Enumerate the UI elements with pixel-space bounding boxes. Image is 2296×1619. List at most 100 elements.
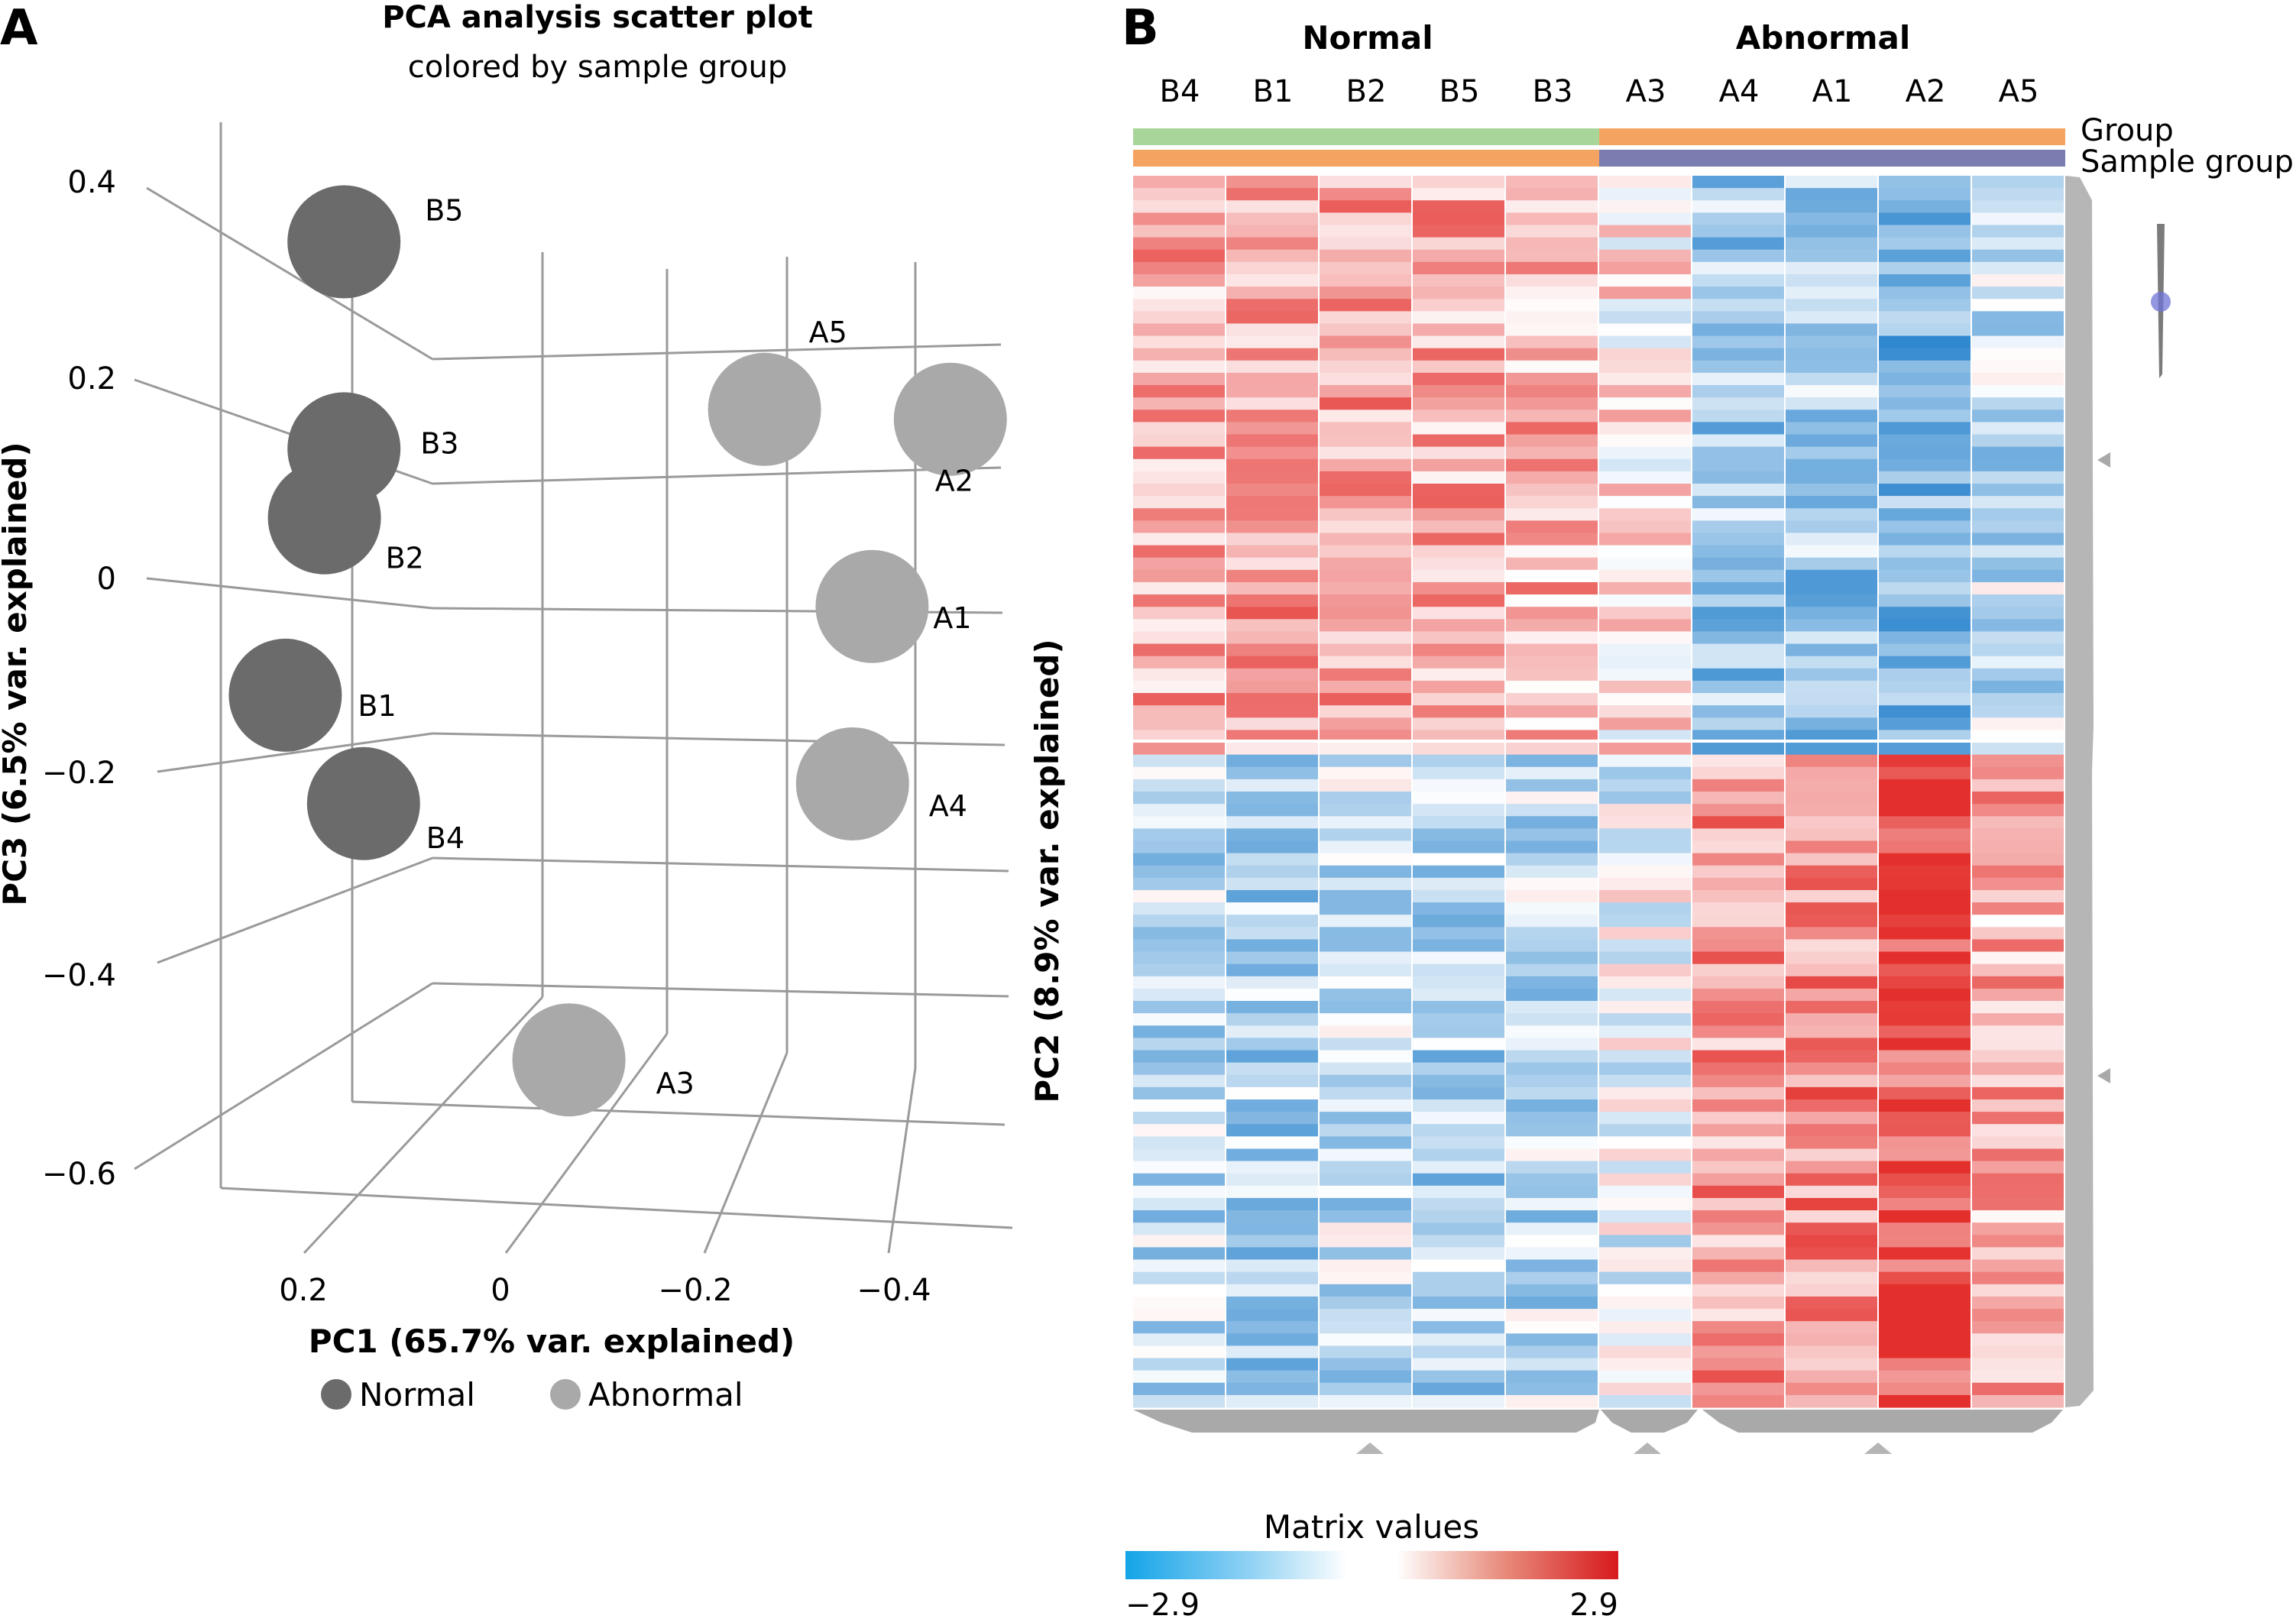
heatmap-cell xyxy=(1599,274,1691,287)
dendrogram-arrow xyxy=(2097,452,2110,468)
sample-group-bar-normal xyxy=(1133,150,1599,167)
heatmap-cell xyxy=(1692,730,1784,743)
heatmap-cell xyxy=(1599,422,1691,436)
heatmap-cell xyxy=(1692,410,1784,423)
heatmap-cell xyxy=(1133,446,1225,460)
heatmap-cell xyxy=(1879,249,1971,263)
heatmap-cell xyxy=(1413,927,1504,940)
heatmap-cell xyxy=(1972,1001,2064,1014)
heatmap-cell xyxy=(1786,348,1877,361)
heatmap-cell xyxy=(1506,1210,1598,1223)
heatmap-cell xyxy=(1133,705,1225,718)
heatmap-cell xyxy=(1413,828,1504,841)
heatmap-cell xyxy=(1133,1013,1225,1026)
heatmap-cell xyxy=(1320,976,1411,989)
heatmap-cell xyxy=(1226,1309,1318,1322)
heatmap-cell xyxy=(1320,249,1411,263)
heatmap-cell xyxy=(1692,865,1784,879)
heatmap-cell xyxy=(1226,1050,1318,1064)
heatmap-cell xyxy=(1506,1358,1598,1371)
heatmap-cell xyxy=(1599,1124,1691,1137)
heatmap-cell xyxy=(1692,902,1784,915)
heatmap-cell xyxy=(1133,348,1225,361)
heatmap-cell xyxy=(1506,348,1598,361)
column-label-B3: B3 xyxy=(1533,74,1573,109)
heatmap-cell xyxy=(1226,927,1318,940)
heatmap-cell xyxy=(1879,188,1971,201)
heatmap-cell xyxy=(1506,496,1598,509)
heatmap-cell xyxy=(1972,656,2064,669)
heatmap-cell xyxy=(1972,619,2064,632)
heatmap-cell xyxy=(1413,1358,1504,1371)
heatmap-cell xyxy=(1786,1247,1877,1261)
heatmap-cell xyxy=(1320,951,1411,965)
heatmap-cell xyxy=(1972,1136,2064,1149)
heatmap-cell xyxy=(1320,680,1411,694)
heatmap-cell xyxy=(1133,1025,1225,1038)
heatmap-cell xyxy=(1786,323,1877,337)
heatmap-cell xyxy=(1506,1235,1598,1248)
heatmap-cell xyxy=(1786,1112,1877,1125)
heatmap-cell xyxy=(1413,569,1504,583)
data-point-A3 xyxy=(512,1003,626,1117)
heatmap-cell xyxy=(1413,545,1504,559)
heatmap-cell xyxy=(1599,1013,1691,1026)
heatmap-cell xyxy=(1786,828,1877,841)
heatmap-cell xyxy=(1506,742,1598,756)
heatmap-cell xyxy=(1413,1394,1504,1408)
heatmap-cell xyxy=(1133,200,1225,213)
heatmap-cell xyxy=(1226,1394,1318,1408)
heatmap-cell xyxy=(1879,1074,1971,1088)
heatmap-cell xyxy=(1599,656,1691,669)
grid-line xyxy=(220,1187,1013,1229)
heatmap-cell xyxy=(1226,705,1318,718)
heatmap-cell xyxy=(1599,581,1691,595)
heatmap-cell xyxy=(1413,1025,1504,1038)
heatmap-cell xyxy=(1599,902,1691,915)
heatmap-cell xyxy=(1413,705,1504,718)
heatmap-cell xyxy=(1226,1074,1318,1088)
grid-line xyxy=(146,186,433,361)
heatmap-cell xyxy=(1972,212,2064,225)
heatmap-cell xyxy=(1599,742,1691,756)
heatmap-cell xyxy=(1972,766,2064,780)
heatmap-cell xyxy=(1599,557,1691,571)
heatmap-cell xyxy=(1599,311,1691,324)
heatmap-cell xyxy=(1692,1197,1784,1211)
heatmap-cell xyxy=(1226,569,1318,583)
heatmap-cell xyxy=(1413,779,1504,792)
heatmap-cell xyxy=(1879,779,1971,792)
chart-subtitle: colored by sample group xyxy=(408,50,787,85)
heatmap-cell xyxy=(1972,1382,2064,1396)
heatmap-cell xyxy=(1226,1001,1318,1014)
heatmap-cell xyxy=(1506,446,1598,460)
heatmap-cell xyxy=(1133,1062,1225,1076)
group-bar-normal xyxy=(1133,128,1599,145)
heatmap-cell xyxy=(1972,287,2064,300)
heatmap-cell xyxy=(1599,1358,1691,1371)
heatmap-cell xyxy=(1692,1259,1784,1273)
heatmap-cell xyxy=(1786,1235,1877,1248)
heatmap-cell xyxy=(1786,754,1877,768)
heatmap-cell xyxy=(1413,619,1504,632)
heatmap-cell xyxy=(1413,766,1504,780)
heatmap-cell xyxy=(1879,1086,1971,1100)
heatmap-cell xyxy=(1692,212,1784,225)
heatmap-cell xyxy=(1413,176,1504,189)
heatmap-cell xyxy=(1320,1370,1411,1384)
heatmap-cell xyxy=(1133,385,1225,398)
heatmap-cell xyxy=(1226,176,1318,189)
heatmap-cell xyxy=(1226,988,1318,1002)
heatmap-cell xyxy=(1413,484,1504,497)
heatmap-cell xyxy=(1413,877,1504,891)
z-tick-label: −0.6 xyxy=(42,1157,116,1192)
heatmap-cell xyxy=(1972,496,2064,509)
heatmap-cell xyxy=(1786,1321,1877,1334)
heatmap-cell xyxy=(1413,656,1504,669)
heatmap-cell xyxy=(1879,372,1971,386)
heatmap-cell xyxy=(1413,792,1504,805)
heatmap-cell xyxy=(1133,1185,1225,1199)
heatmap-cell xyxy=(1786,853,1877,866)
heatmap-cell xyxy=(1320,1050,1411,1064)
x-tick-label: −0.4 xyxy=(857,1273,931,1308)
